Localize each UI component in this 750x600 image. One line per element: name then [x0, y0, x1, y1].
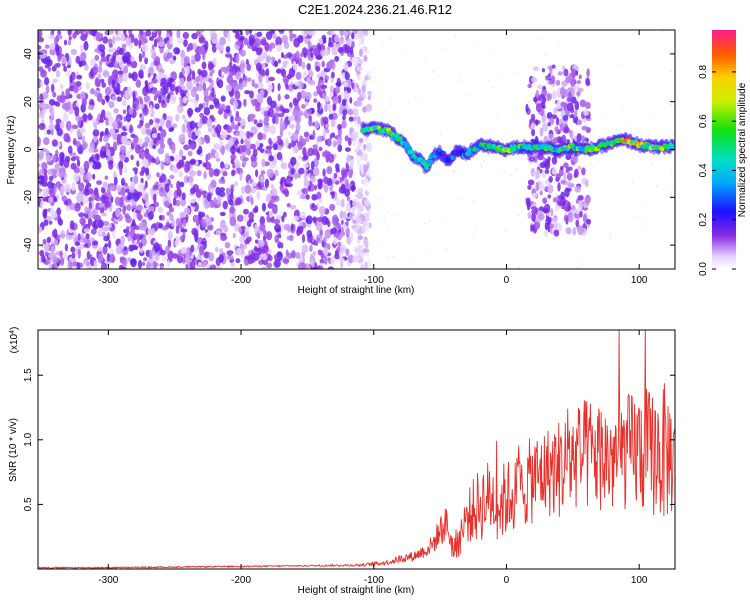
spectrogram-x-tick-label: -300 [98, 275, 118, 286]
snr-series-line [38, 330, 675, 569]
spectrogram-y-tick-label: -20 [23, 190, 34, 205]
spectrogram-y-label: Frequency (Hz) [6, 116, 17, 185]
colorbar-tick-label: 0.2 [698, 212, 709, 226]
svg-text:(x104): (x104) [9, 327, 21, 354]
snr-exponent-base: (x10 [9, 333, 20, 353]
spectrogram-y-tick-label: 40 [23, 48, 34, 60]
spectrogram-x-tick-label: -100 [364, 275, 384, 286]
colorbar-tick-label: 0.8 [698, 64, 709, 78]
colorbar-gradient [712, 30, 736, 269]
colorbar: 0.0 0.2 0.4 0.6 0.8 Normalized spectral ampl… [698, 30, 748, 276]
heatmap-faint-scatter [369, 30, 675, 269]
snr-y-label: SNR (10 * v/v) [8, 418, 19, 482]
snr-y-tick-label: 0.5 [23, 497, 34, 511]
heatmap-region-noise-wide [38, 30, 373, 269]
snr-x-tick-label: 0 [504, 575, 510, 586]
chart-title: C2E1.2024.236.21.46.R12 [298, 2, 452, 17]
spectrogram-y-tick-label: 20 [23, 96, 34, 108]
snr-exponent-power: 4 [9, 330, 16, 334]
spectrogram-x-tick-label: 0 [504, 275, 510, 286]
colorbar-label: Normalized spectral amplitude [737, 82, 748, 217]
snr-panel: -300 -200 -100 0 100 0.5 1.0 1.5 Height of stra… [8, 327, 676, 596]
snr-exponent-label: (x104) [9, 327, 21, 354]
snr-y-tick-label: 1.0 [23, 432, 34, 446]
spectrogram-x-tick-label: 100 [631, 275, 648, 286]
snr-y-tick-label: 1.5 [23, 368, 34, 382]
spectrogram-x-label: Height of straight line (km) [298, 285, 415, 296]
snr-frame [37, 329, 676, 570]
spectrogram-x-tick-label: -200 [231, 275, 251, 286]
colorbar-tick-label: 0.0 [698, 262, 709, 276]
snr-x-tick-label: 100 [631, 575, 648, 586]
snr-x-tick-label: -200 [231, 575, 251, 586]
spectrogram-y-tick-label: -40 [23, 237, 34, 252]
snr-exponent-close: ) [9, 327, 20, 330]
heatmap-signal-trace [360, 120, 675, 175]
snr-x-tick-label: -100 [364, 575, 384, 586]
colorbar-tick-label: 0.4 [698, 163, 709, 177]
spectrogram-y-tick-label: 0 [23, 146, 34, 152]
snr-x-label: Height of straight line (km) [298, 585, 415, 596]
colorbar-tick-label: 0.6 [698, 114, 709, 128]
snr-x-tick-label: -300 [98, 575, 118, 586]
